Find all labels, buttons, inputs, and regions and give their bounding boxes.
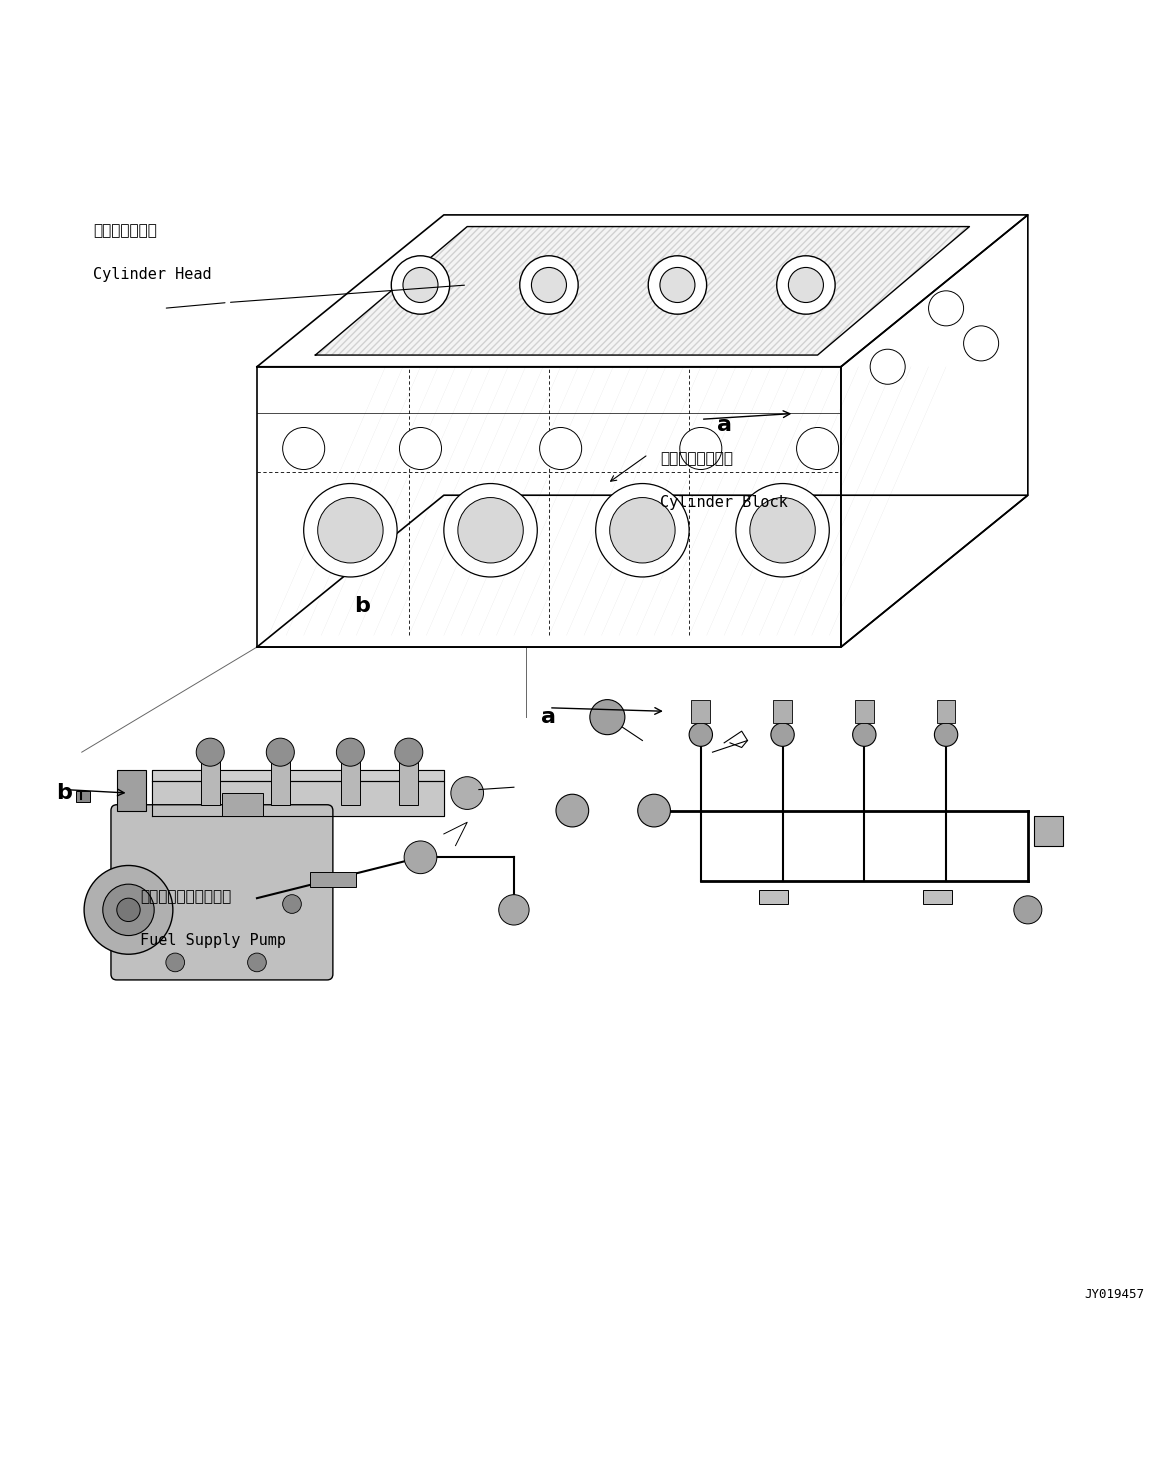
Bar	[201, 758, 220, 804]
Circle shape	[499, 895, 529, 926]
Circle shape	[777, 256, 835, 314]
Circle shape	[283, 428, 325, 469]
Bar	[937, 699, 955, 723]
Polygon shape	[257, 495, 1028, 647]
Circle shape	[248, 954, 266, 972]
Circle shape	[531, 268, 566, 302]
Circle shape	[638, 794, 670, 826]
Circle shape	[750, 498, 815, 563]
Circle shape	[648, 256, 707, 314]
Circle shape	[788, 268, 823, 302]
Circle shape	[929, 290, 964, 326]
Text: JY019457: JY019457	[1085, 1288, 1145, 1302]
Circle shape	[771, 723, 794, 746]
Circle shape	[336, 738, 364, 766]
Text: b: b	[354, 597, 370, 616]
Polygon shape	[841, 215, 1028, 647]
Circle shape	[870, 350, 905, 384]
Circle shape	[736, 483, 829, 578]
FancyBboxPatch shape	[111, 804, 333, 980]
Circle shape	[283, 895, 301, 914]
Polygon shape	[315, 227, 969, 355]
Circle shape	[797, 428, 839, 469]
Bar	[271, 758, 290, 804]
Circle shape	[84, 865, 173, 954]
Circle shape	[166, 954, 185, 972]
Circle shape	[318, 498, 383, 563]
Bar	[310, 872, 356, 887]
Circle shape	[556, 794, 589, 826]
Circle shape	[610, 498, 675, 563]
Circle shape	[934, 723, 958, 746]
Bar	[76, 791, 90, 803]
Circle shape	[1014, 896, 1042, 924]
Polygon shape	[152, 770, 444, 782]
Circle shape	[680, 428, 722, 469]
Text: b: b	[56, 783, 72, 803]
Circle shape	[103, 884, 154, 936]
Text: フェルサプライポンプ: フェルサプライポンプ	[140, 889, 231, 903]
Bar	[691, 699, 710, 723]
Polygon shape	[315, 227, 969, 355]
Circle shape	[451, 776, 484, 810]
Bar	[923, 890, 952, 903]
Circle shape	[403, 268, 438, 302]
Polygon shape	[257, 215, 1028, 367]
Text: シリンダヘッド: シリンダヘッド	[93, 224, 158, 238]
Circle shape	[395, 738, 423, 766]
Text: シリンダブロック: シリンダブロック	[660, 452, 734, 467]
Circle shape	[520, 256, 578, 314]
Bar	[222, 792, 263, 816]
Circle shape	[304, 483, 397, 578]
Text: Cylinder Block: Cylinder Block	[660, 495, 787, 511]
Circle shape	[391, 256, 450, 314]
Circle shape	[196, 738, 224, 766]
Polygon shape	[152, 782, 444, 816]
Bar	[759, 890, 788, 903]
Polygon shape	[257, 367, 841, 647]
Bar	[399, 758, 418, 804]
Text: a: a	[717, 415, 731, 435]
Bar	[1034, 816, 1063, 846]
Circle shape	[596, 483, 689, 578]
Text: a: a	[542, 706, 556, 727]
Circle shape	[540, 428, 582, 469]
Circle shape	[660, 268, 695, 302]
Circle shape	[590, 699, 625, 735]
Circle shape	[458, 498, 523, 563]
Circle shape	[964, 326, 999, 361]
Circle shape	[399, 428, 442, 469]
Circle shape	[117, 897, 140, 921]
Bar	[773, 699, 792, 723]
Bar	[855, 699, 874, 723]
Bar	[117, 770, 146, 810]
Text: Cylinder Head: Cylinder Head	[93, 268, 213, 283]
Circle shape	[404, 841, 437, 874]
Circle shape	[689, 723, 712, 746]
Bar	[341, 758, 360, 804]
Circle shape	[444, 483, 537, 578]
Circle shape	[853, 723, 876, 746]
Circle shape	[266, 738, 294, 766]
Text: Fuel Supply Pump: Fuel Supply Pump	[140, 933, 286, 948]
